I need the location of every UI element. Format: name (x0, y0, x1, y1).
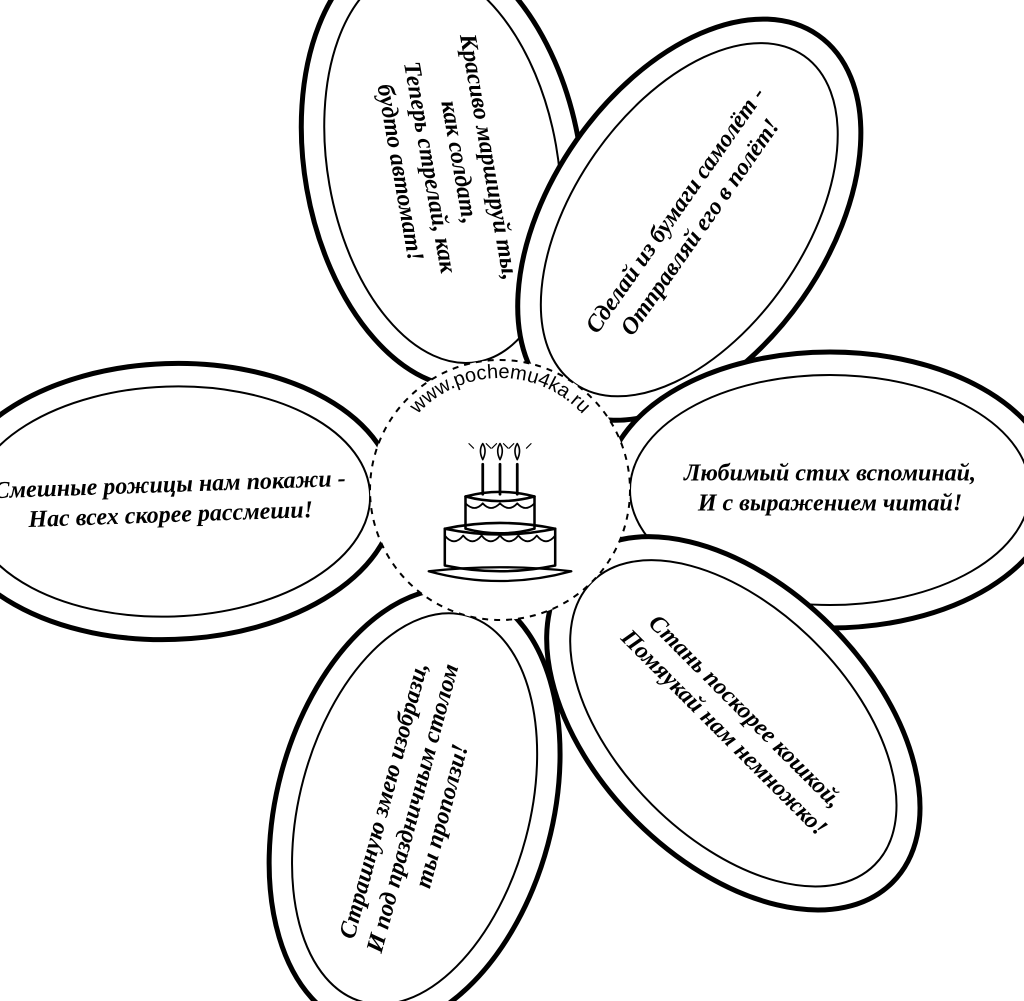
center-disc: www.pochemu4ka.ru (370, 360, 630, 620)
petal-3-line-1: Любимый стих вспоминай, (683, 461, 976, 487)
petal-6: Смешные рожицы нам покажи -Нас всех скор… (0, 356, 400, 648)
petal-3-line-2: И с выражением читай! (697, 491, 962, 517)
